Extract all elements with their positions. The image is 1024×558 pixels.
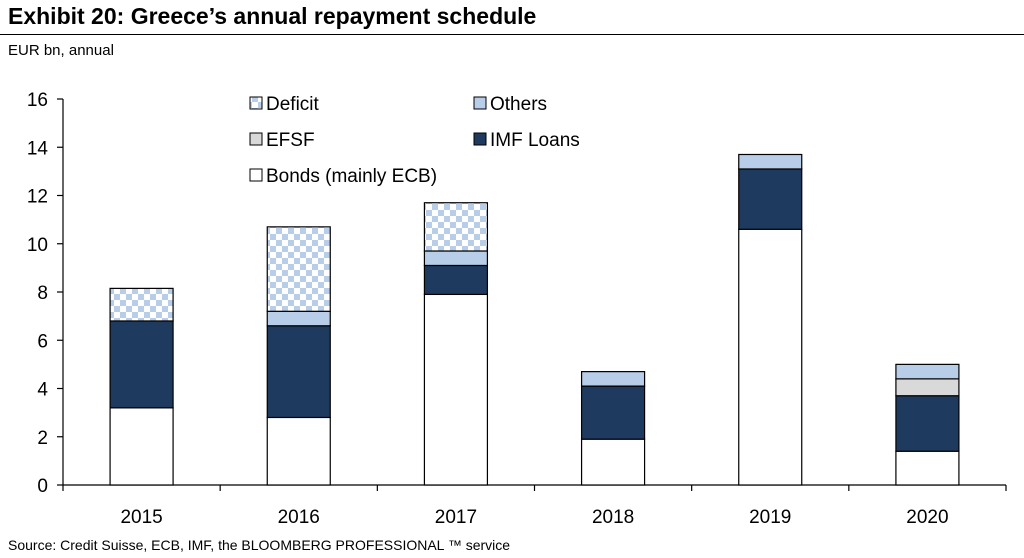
bar-segment: [109, 407, 174, 486]
y-tick-label: 2: [37, 428, 48, 449]
bar-segment: [738, 168, 803, 230]
bar-segment: [580, 438, 646, 486]
y-tick-label: 4: [37, 380, 48, 401]
legend-label: Deficit: [266, 94, 320, 115]
legend-swatch: [249, 132, 263, 146]
bar-segment: [423, 202, 489, 252]
legend-label: EFSF: [266, 130, 315, 151]
bar-segment: [895, 450, 960, 486]
bar-segment: [423, 250, 489, 267]
y-tick-label: 16: [27, 90, 48, 111]
bar-segment: [738, 228, 803, 486]
x-tick-label: 2018: [592, 507, 634, 528]
source-note: Source: Credit Suisse, ECB, IMF, the BLO…: [8, 537, 511, 553]
bar-segment: [580, 371, 646, 387]
bar-segment: [266, 325, 331, 419]
y-tick-label: 10: [27, 235, 48, 256]
bar-segment: [109, 320, 174, 409]
chart-title: Exhibit 20: Greece’s annual repayment sc…: [8, 3, 537, 29]
bar-segment: [895, 378, 960, 397]
legend-label: IMF Loans: [490, 130, 580, 151]
legend-label: Bonds (mainly ECB): [266, 166, 437, 187]
legend-swatch: [249, 96, 263, 110]
bar-segment: [895, 395, 960, 452]
legend-swatch: [473, 132, 487, 146]
y-tick-label: 12: [27, 187, 48, 208]
y-tick-label: 8: [37, 283, 48, 304]
legend-swatch: [249, 168, 263, 182]
bar-segment: [895, 363, 960, 380]
y-tick-label: 6: [37, 331, 48, 352]
bar-segment: [266, 310, 331, 327]
x-tick-label: 2017: [435, 507, 477, 528]
bar-segment: [423, 264, 489, 296]
legend-swatch: [473, 96, 487, 110]
y-tick-label: 0: [37, 476, 48, 497]
bar-segment: [738, 153, 803, 170]
bar-segment: [109, 287, 174, 322]
bar-segment: [266, 416, 331, 486]
y-tick-label: 14: [27, 138, 49, 159]
bar-segment: [423, 293, 489, 486]
x-tick-label: 2016: [278, 507, 320, 528]
x-tick-label: 2019: [749, 507, 791, 528]
x-tick-label: 2015: [120, 507, 162, 528]
legend-label: Others: [490, 94, 547, 115]
chart-subtitle: EUR bn, annual: [8, 42, 114, 59]
title-rule: [0, 34, 1024, 35]
x-tick-label: 2020: [906, 507, 948, 528]
bar-segment: [266, 226, 331, 312]
bar-segment: [580, 385, 646, 440]
